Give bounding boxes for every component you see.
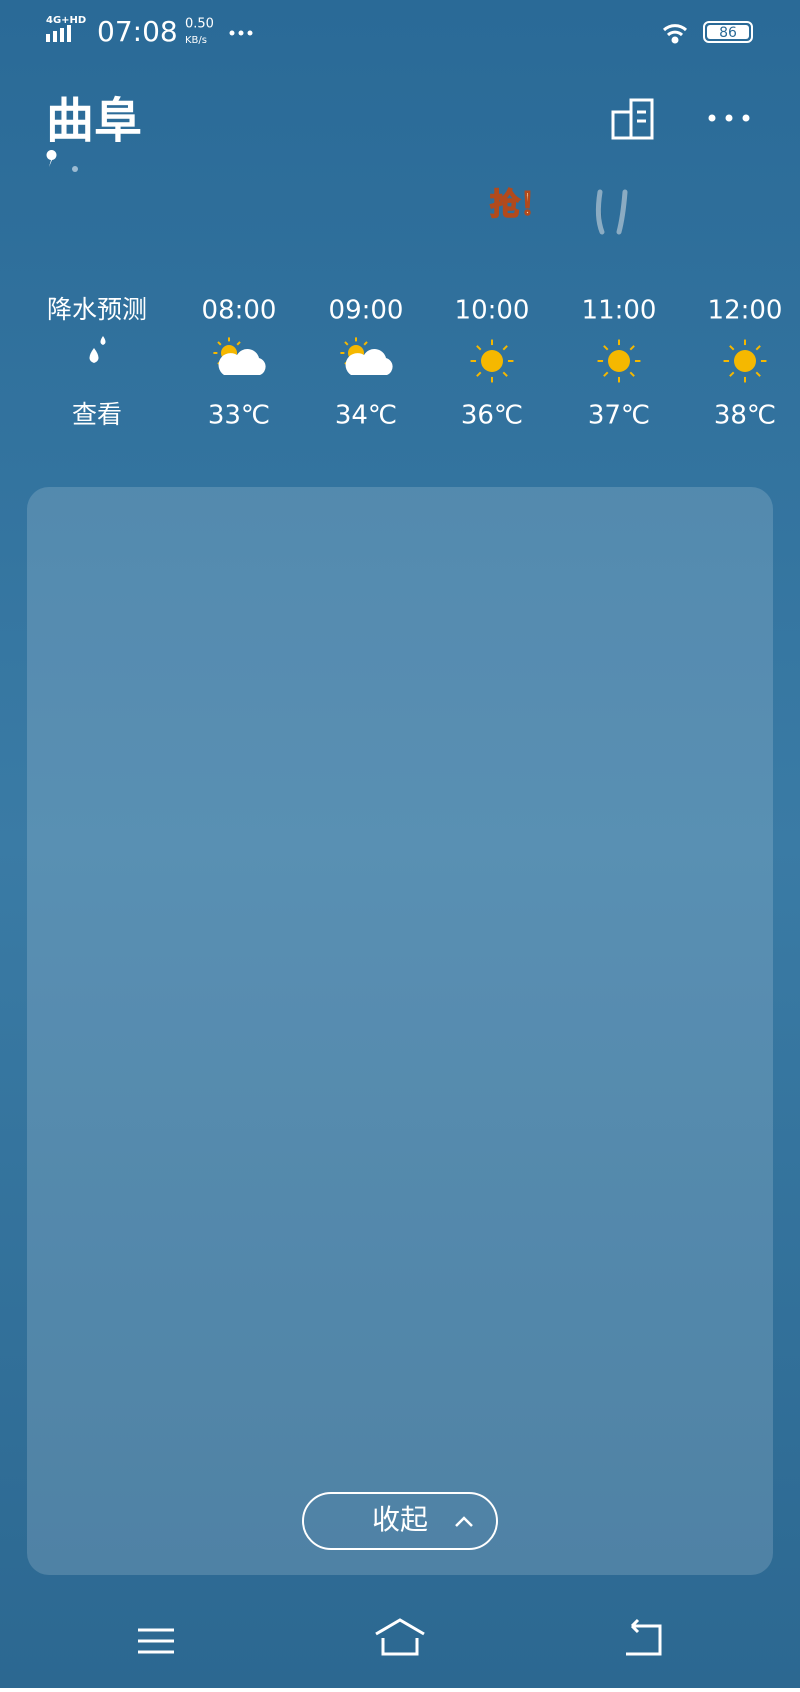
sun-ray [502,371,508,377]
hour-temp: 34℃ [335,401,397,431]
hour-time: 08:00 [202,296,277,326]
precip-forecast-label: 降水预测 [47,295,147,324]
precip-view-button[interactable]: 查看 [72,400,122,429]
ad-text[interactable]: 抢！ [489,187,551,224]
speed: 0.50 [185,17,214,32]
daily-panel [27,487,773,1575]
sun-core [481,350,503,372]
weather-icon [340,337,393,375]
menu-button[interactable] [708,114,750,122]
sun-ray [729,345,735,351]
hour-temp: 36℃ [461,401,523,431]
sun-ray [476,345,482,351]
sun-ray [217,341,222,346]
wifi-icon [662,24,688,44]
sun-ray [755,345,761,351]
cloud [218,349,266,375]
sun-core [734,350,756,372]
speed-unit: KB/s [185,35,207,46]
sun-ray [363,341,368,346]
city: 曲阜 [46,93,142,149]
weather-icon [597,339,641,383]
weather-icon [470,339,514,383]
cloud [345,349,393,375]
hour-time: 10:00 [455,296,530,326]
sun-ray [603,371,609,377]
drop-icon [89,336,106,363]
nav-back[interactable] [626,1618,662,1656]
sun-ray [729,371,735,377]
sun-core [608,350,630,372]
ad-decor [595,189,628,235]
page-dot [72,166,78,172]
network: 4G+HD [46,15,86,26]
weather-icon [723,339,767,383]
city-manage-button[interactable] [611,98,654,140]
more-dots [229,30,253,36]
battery [703,21,753,43]
hour-time: 09:00 [329,296,404,326]
nav-menu[interactable] [138,1628,174,1654]
weather-icon [213,337,266,375]
location-icon [46,150,57,167]
sun-ray [502,345,508,351]
time: 07:08 [97,15,178,48]
sun-ray [344,341,349,346]
hour-time: 12:00 [708,296,783,326]
sun-ray [755,371,761,377]
sun-ray [603,345,609,351]
collapse-text[interactable]: 收起 [372,1503,428,1536]
battery-level [707,25,749,39]
collapse-arrow [455,1516,473,1527]
sun-ray [629,371,635,377]
sun-ray [476,371,482,377]
signal-icon [46,25,71,42]
sun-ray [236,341,241,346]
hour-temp: 37℃ [588,401,650,431]
hour-time: 11:00 [582,296,657,326]
battery-text: 86 [719,25,737,41]
collapse-button[interactable] [302,1492,498,1550]
hour-temp: 38℃ [714,401,776,431]
nav-home[interactable] [375,1618,425,1656]
hour-temp: 33℃ [208,401,270,431]
sun-ray [629,345,635,351]
